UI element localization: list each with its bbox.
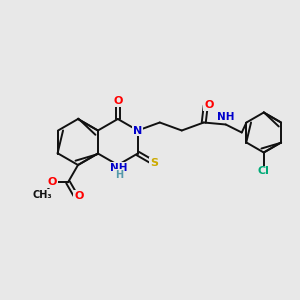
Text: H: H <box>115 170 123 180</box>
Text: Cl: Cl <box>258 167 270 176</box>
Text: CH₃: CH₃ <box>32 190 52 200</box>
Text: O: O <box>204 100 213 110</box>
Text: NH: NH <box>110 163 128 173</box>
Text: O: O <box>47 177 57 187</box>
Text: S: S <box>150 158 158 168</box>
Text: O: O <box>74 191 84 201</box>
Text: O: O <box>113 96 122 106</box>
Text: NH: NH <box>217 112 235 122</box>
Text: N: N <box>133 125 142 136</box>
